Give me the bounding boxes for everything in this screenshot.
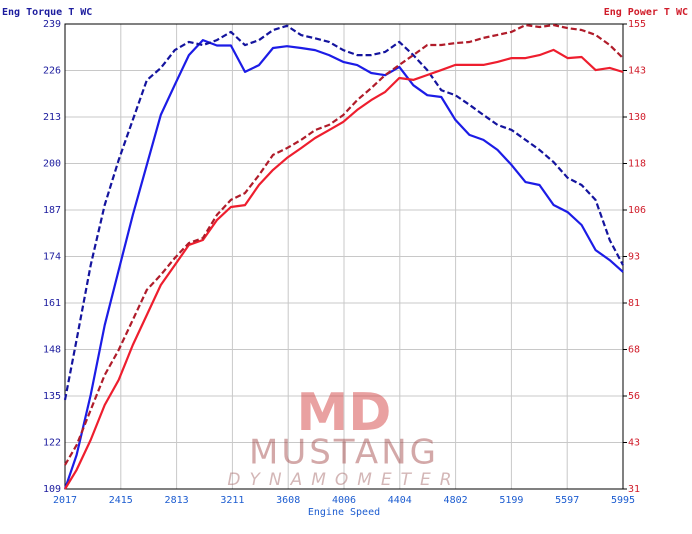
- series-line: [63, 39, 624, 490]
- y2-tick-label: 43: [628, 438, 640, 449]
- x-tick-label: 2017: [53, 495, 77, 506]
- y-tick-label: 122: [43, 438, 61, 449]
- watermark-line1: MUSTANG: [249, 433, 439, 473]
- y2-tick-label: 93: [628, 252, 640, 263]
- y2-tick-label: 31: [628, 484, 640, 495]
- y-tick-label: 200: [43, 159, 61, 170]
- y-tick-label: 148: [43, 345, 61, 356]
- y2-tick-label: 106: [628, 205, 646, 216]
- y2-tick-label: 81: [628, 298, 640, 309]
- x-tick-label: 5597: [555, 495, 579, 506]
- y2-tick-label: 68: [628, 345, 640, 356]
- plot-border: [64, 23, 624, 490]
- y-axis-title: Eng Torque T WC: [2, 7, 92, 18]
- y-tick-label: 187: [43, 205, 61, 216]
- x-tick-label: 5199: [499, 495, 523, 506]
- x-tick-label: 5995: [611, 495, 635, 506]
- x-axis-title: Engine Speed: [308, 507, 380, 518]
- x-tick-label: 2415: [109, 495, 133, 506]
- y2-tick-label: 130: [628, 112, 646, 123]
- watermark-logo: MD: [297, 383, 392, 443]
- y-tick-label: 161: [43, 298, 61, 309]
- x-tick-label: 3211: [220, 495, 244, 506]
- y2-axis-title: Eng Power T WC: [604, 7, 688, 18]
- series-line: [64, 24, 624, 466]
- y-tick-label: 213: [43, 112, 61, 123]
- y2-tick-label: 56: [628, 391, 640, 402]
- x-tick-label: 4802: [444, 495, 468, 506]
- y2-tick-label: 155: [628, 19, 646, 30]
- series-line: [63, 24, 624, 401]
- y-tick-label: 135: [43, 391, 61, 402]
- x-tick-label: 4006: [332, 495, 356, 506]
- x-tick-label: 2813: [165, 495, 189, 506]
- y2-tick-label: 143: [628, 66, 646, 77]
- y-tick-label: 174: [43, 252, 61, 263]
- y2-tick-label: 118: [628, 159, 646, 170]
- y-tick-label: 109: [43, 484, 61, 495]
- watermark-line2: DYNAMOMETER: [227, 470, 460, 490]
- y-tick-label: 226: [43, 66, 61, 77]
- series-line: [64, 48, 624, 490]
- x-tick-label: 4404: [388, 495, 412, 506]
- y-tick-label: 239: [43, 19, 61, 30]
- watermark: MD MUSTANG DYNAMOMETER: [227, 383, 460, 490]
- x-tick-label: 3608: [276, 495, 300, 506]
